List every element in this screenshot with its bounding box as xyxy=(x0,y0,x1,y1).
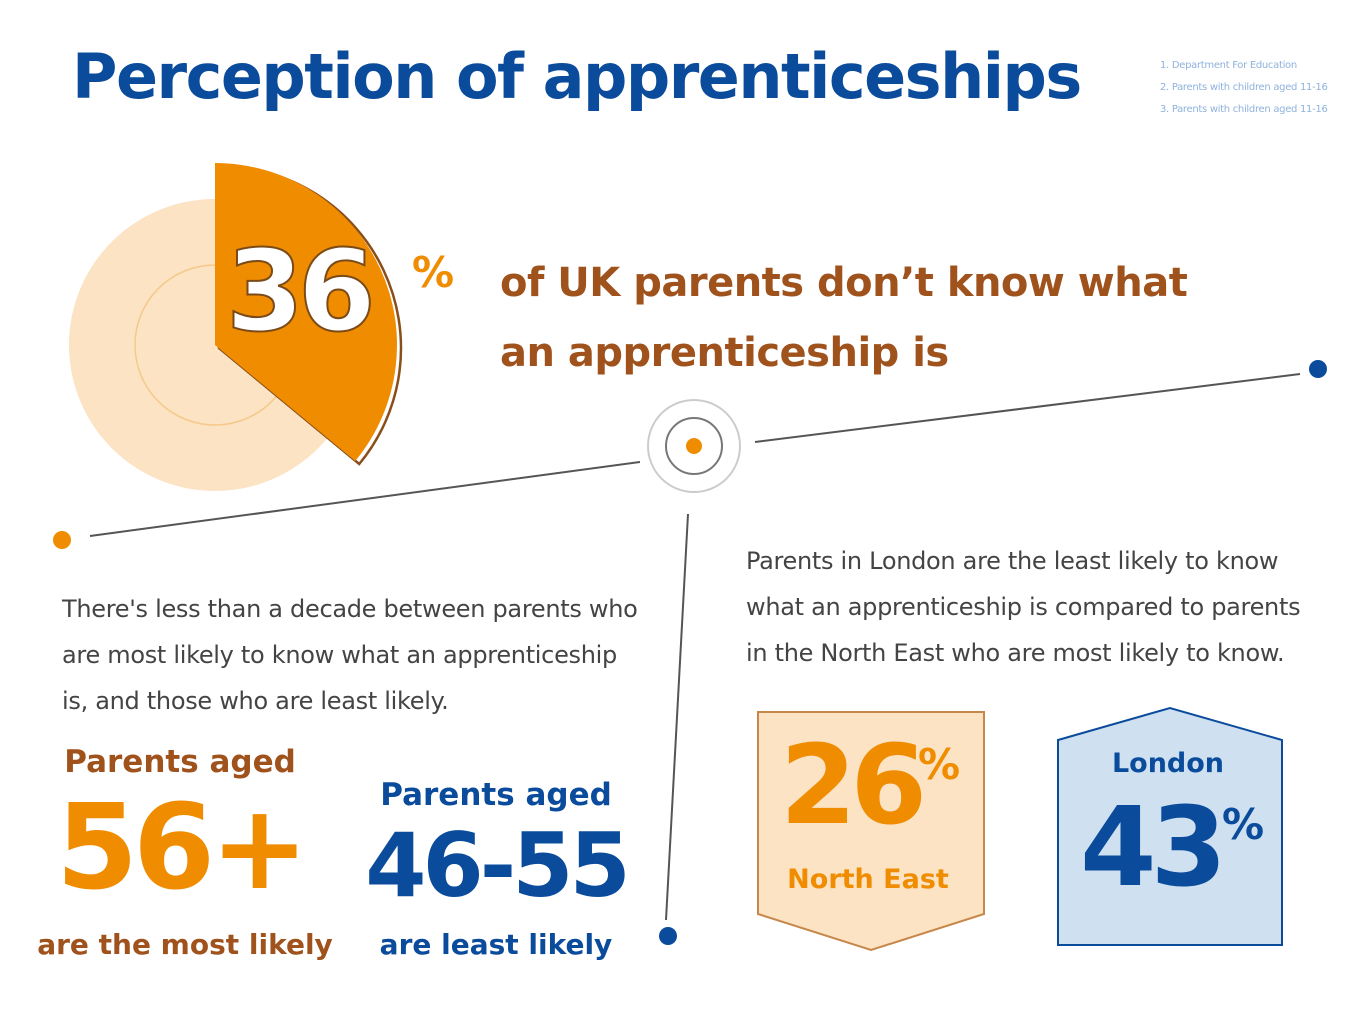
least-likely-caption: are least likely xyxy=(379,928,613,961)
headline-stat-unit: % xyxy=(412,248,455,297)
node-ring-inner xyxy=(665,417,723,475)
most-likely-caption: are the most likely xyxy=(37,928,333,961)
node-dot-bottom xyxy=(659,927,677,945)
node-dot-left xyxy=(53,531,71,549)
node-dot-center xyxy=(686,438,702,454)
footnote-2: 2. Parents with children aged 11-16 xyxy=(1160,82,1328,93)
page-title: Perception of apprenticeships xyxy=(72,40,1082,113)
london-unit: % xyxy=(1222,800,1265,849)
pie-highlight-slice xyxy=(215,163,397,462)
age-description: There's less than a decade between paren… xyxy=(62,586,662,724)
least-likely-value: 46-55 xyxy=(365,814,630,917)
region-description-line-2: what an apprenticeship is compared to pa… xyxy=(746,593,1301,621)
headline-line-1: of UK parents don’t know what xyxy=(500,260,1188,306)
headline-line-2: an apprenticeship is xyxy=(500,330,949,376)
footnote-3: 3. Parents with children aged 11-16 xyxy=(1160,104,1328,115)
age-description-line-1: There's less than a decade between paren… xyxy=(62,595,638,623)
node-ring-outer xyxy=(647,399,741,493)
most-likely-value: 56+ xyxy=(55,778,309,916)
connector-line-left xyxy=(89,461,641,537)
region-description: Parents in London are the least likely t… xyxy=(746,538,1316,676)
north-east-name: North East xyxy=(787,864,949,895)
age-description-line-3: is, and those who are least likely. xyxy=(62,687,449,715)
most-likely-label: Parents aged xyxy=(64,744,296,780)
connector-line-right xyxy=(754,373,1301,443)
pie-chart xyxy=(69,163,403,491)
region-description-line-3: in the North East who are most likely to… xyxy=(746,639,1285,667)
region-description-line-1: Parents in London are the least likely t… xyxy=(746,547,1279,575)
connector-line-down xyxy=(665,513,689,921)
headline-stat-value: 36 xyxy=(225,227,377,357)
least-likely-label: Parents aged xyxy=(380,777,612,813)
north-east-value: 26 xyxy=(780,721,927,849)
age-description-line-2: are most likely to know what an apprenti… xyxy=(62,641,617,669)
london-value: 43 xyxy=(1080,783,1227,911)
north-east-unit: % xyxy=(918,740,961,789)
london-badge xyxy=(1057,706,1283,946)
headline-text: of UK parents don’t know what an apprent… xyxy=(500,248,1200,388)
london-name: London xyxy=(1111,748,1225,779)
footnote-1: 1. Department For Education xyxy=(1160,60,1297,71)
node-dot-right xyxy=(1309,360,1327,378)
north-east-badge xyxy=(757,711,985,952)
connector-lines xyxy=(53,360,1327,945)
